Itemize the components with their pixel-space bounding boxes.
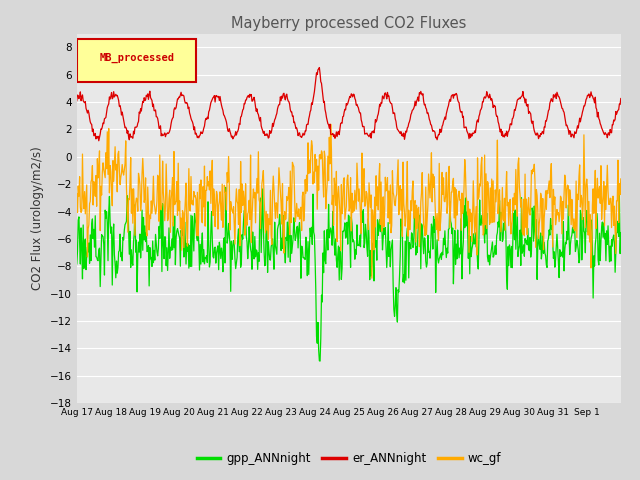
Title: Mayberry processed CO2 Fluxes: Mayberry processed CO2 Fluxes	[231, 16, 467, 31]
Text: MB_processed: MB_processed	[99, 53, 174, 63]
FancyBboxPatch shape	[77, 39, 196, 82]
Legend: gpp_ANNnight, er_ANNnight, wc_gf: gpp_ANNnight, er_ANNnight, wc_gf	[192, 447, 506, 469]
Y-axis label: CO2 Flux (urology/m2/s): CO2 Flux (urology/m2/s)	[31, 146, 44, 290]
